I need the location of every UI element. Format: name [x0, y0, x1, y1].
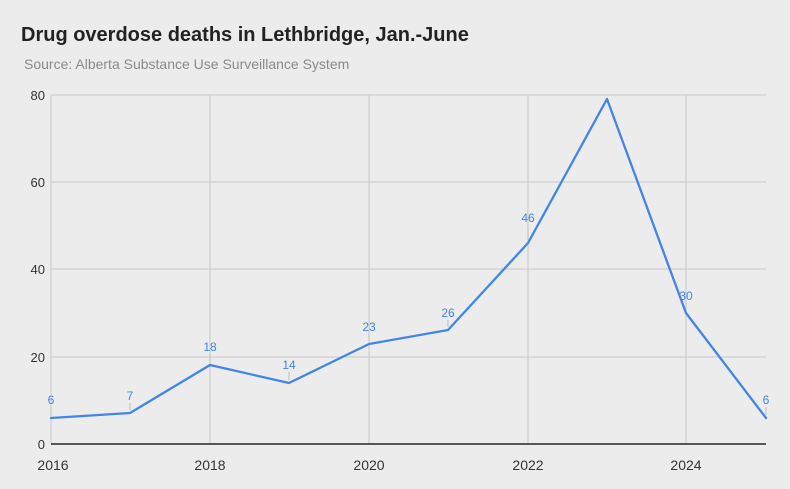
svg-text:6: 6	[763, 393, 770, 407]
svg-text:80: 80	[31, 88, 45, 103]
svg-text:0: 0	[38, 437, 45, 452]
svg-text:14: 14	[282, 358, 296, 372]
svg-text:23: 23	[362, 320, 376, 334]
svg-text:60: 60	[31, 175, 45, 190]
svg-text:2020: 2020	[353, 457, 384, 473]
svg-text:6: 6	[48, 393, 55, 407]
svg-text:30: 30	[679, 289, 693, 303]
svg-text:7: 7	[127, 389, 134, 403]
svg-text:2022: 2022	[512, 457, 543, 473]
svg-text:26: 26	[441, 306, 455, 320]
svg-text:2016: 2016	[37, 457, 68, 473]
svg-text:40: 40	[31, 262, 45, 277]
svg-text:2018: 2018	[194, 457, 225, 473]
svg-text:20: 20	[31, 350, 45, 365]
svg-text:46: 46	[521, 211, 535, 225]
svg-text:2024: 2024	[670, 457, 701, 473]
svg-text:18: 18	[203, 340, 217, 354]
